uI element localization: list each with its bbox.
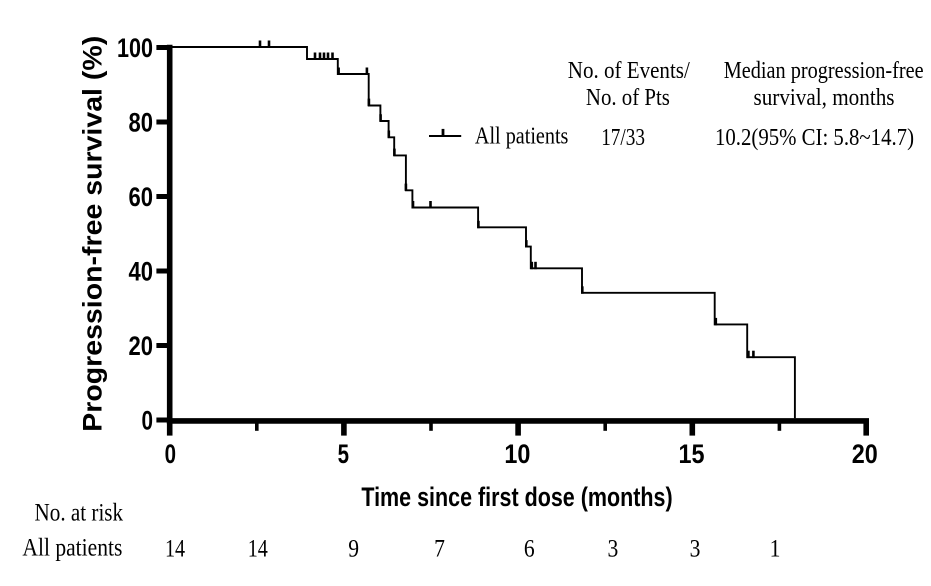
svg-text:survival, months: survival, months — [754, 85, 895, 111]
svg-text:80: 80 — [129, 108, 154, 138]
svg-text:All patients: All patients — [475, 123, 569, 149]
svg-text:Time since first dose (months): Time since first dose (months) — [361, 482, 672, 512]
svg-text:10: 10 — [504, 439, 530, 469]
svg-text:3: 3 — [690, 536, 701, 563]
svg-text:5: 5 — [338, 439, 349, 469]
svg-text:14: 14 — [248, 536, 269, 563]
svg-text:20: 20 — [852, 439, 878, 469]
svg-text:Progression-free survival (%): Progression-free survival (%) — [78, 36, 108, 432]
svg-text:0: 0 — [142, 406, 154, 436]
svg-text:15: 15 — [679, 439, 705, 469]
svg-text:Median progression-free: Median progression-free — [724, 58, 924, 84]
svg-text:0: 0 — [165, 439, 176, 469]
svg-text:All patients: All patients — [22, 534, 122, 561]
svg-text:14: 14 — [165, 536, 186, 563]
svg-text:7: 7 — [434, 536, 445, 563]
svg-text:6: 6 — [524, 536, 535, 563]
svg-text:No. of Pts: No. of Pts — [586, 85, 670, 111]
svg-text:60: 60 — [129, 182, 154, 212]
svg-text:10.2(95% CI: 5.8~14.7): 10.2(95% CI: 5.8~14.7) — [715, 125, 914, 151]
svg-text:3: 3 — [608, 536, 619, 563]
svg-text:9: 9 — [348, 536, 359, 563]
svg-text:100: 100 — [117, 33, 153, 63]
svg-text:No. of Events/: No. of Events/ — [568, 58, 690, 84]
svg-text:40: 40 — [129, 257, 154, 287]
svg-text:No. at risk: No. at risk — [35, 500, 124, 527]
svg-text:17/33: 17/33 — [601, 125, 645, 151]
svg-text:1: 1 — [770, 536, 781, 563]
svg-text:20: 20 — [129, 331, 154, 361]
